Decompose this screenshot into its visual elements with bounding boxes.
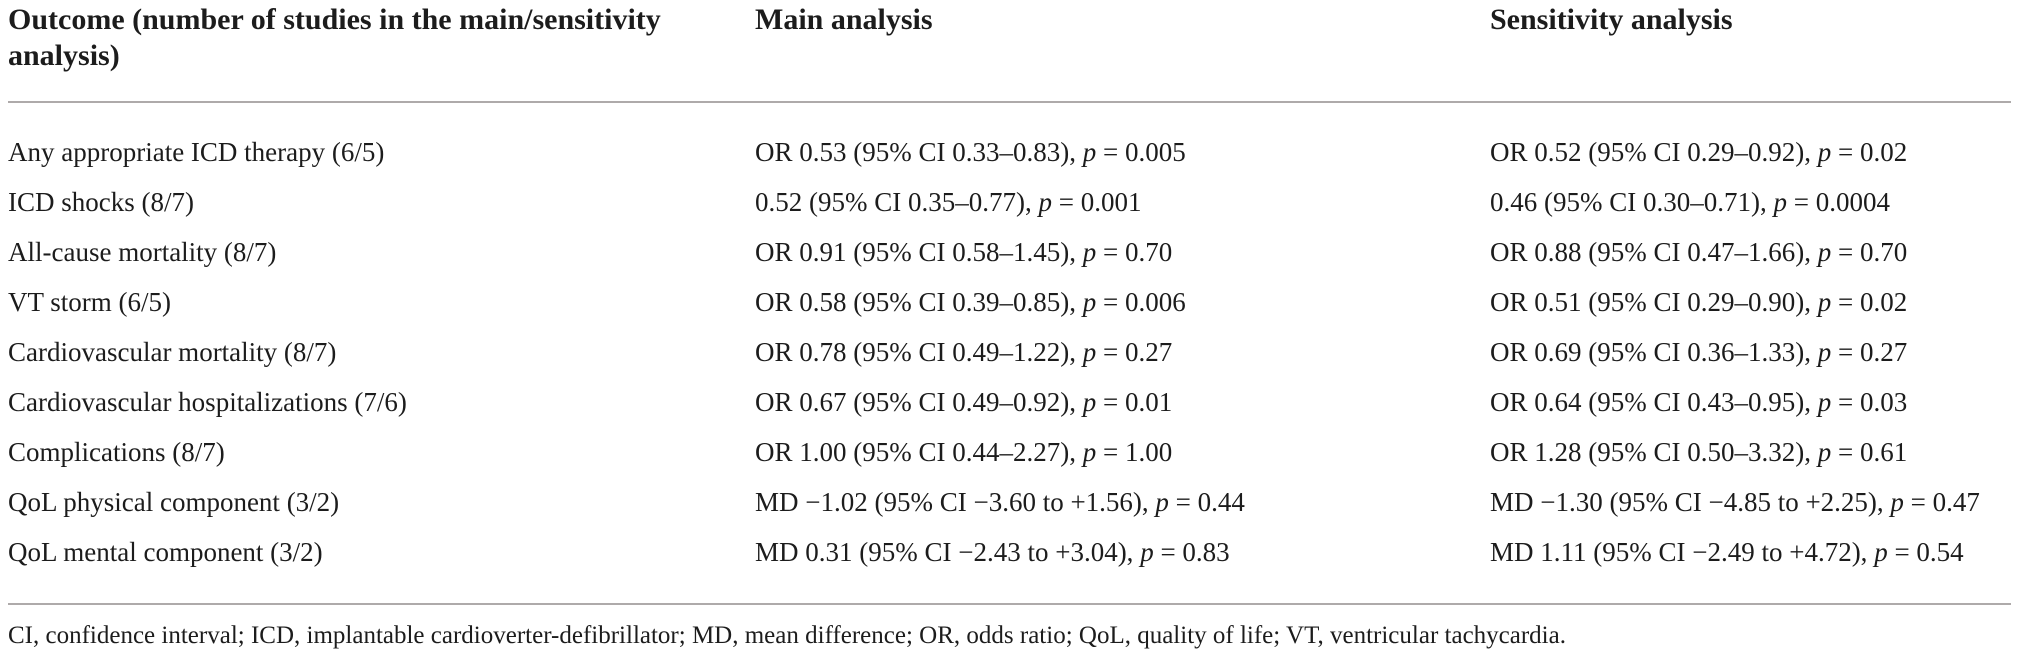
sensitivity-analysis-cell: OR 0.52 (95% CI 0.29–0.92), p = 0.02 — [1490, 102, 2011, 177]
result-text: MD 0.31 (95% CI −2.43 to +3.04), — [755, 537, 1141, 567]
result-text: OR 0.64 (95% CI 0.43–0.95), — [1490, 387, 1818, 417]
main-analysis-cell: OR 0.91 (95% CI 0.58–1.45), p = 0.70 — [755, 227, 1490, 277]
p-symbol: p — [1817, 137, 1832, 167]
p-value: = 0.005 — [1096, 137, 1186, 167]
outcome-cell: Any appropriate ICD therapy (6/5) — [8, 137, 385, 167]
p-symbol: p — [1082, 137, 1097, 167]
p-symbol: p — [1082, 387, 1097, 417]
result-text: MD −1.30 (95% CI −4.85 to +2.25), — [1490, 487, 1891, 517]
sensitivity-analysis-cell: OR 0.69 (95% CI 0.36–1.33), p = 0.27 — [1490, 327, 2011, 377]
p-symbol: p — [1817, 337, 1832, 367]
table-row: All-cause mortality (8/7) OR 0.91 (95% C… — [8, 227, 2011, 277]
outcome-cell: Cardiovascular hospitalizations (7/6) — [8, 387, 407, 417]
sensitivity-analysis-cell: OR 1.28 (95% CI 0.50–3.32), p = 0.61 — [1490, 427, 2011, 477]
p-symbol: p — [1038, 187, 1052, 217]
p-value: = 0.70 — [1096, 237, 1173, 267]
p-value: = 0.44 — [1168, 487, 1245, 517]
sensitivity-analysis-cell: OR 0.51 (95% CI 0.29–0.90), p = 0.02 — [1490, 277, 2011, 327]
result-text: OR 1.00 (95% CI 0.44–2.27), — [755, 437, 1083, 467]
result-text: OR 1.28 (95% CI 0.50–3.32), — [1490, 437, 1818, 467]
table-row: ICD shocks (8/7) 0.52 (95% CI 0.35–0.77)… — [8, 177, 2011, 227]
main-analysis-cell: OR 1.00 (95% CI 0.44–2.27), p = 1.00 — [755, 427, 1490, 477]
result-text: OR 0.78 (95% CI 0.49–1.22), — [755, 337, 1083, 367]
p-symbol: p — [1140, 537, 1154, 567]
main-analysis-cell: OR 0.78 (95% CI 0.49–1.22), p = 0.27 — [755, 327, 1490, 377]
result-text: MD 1.11 (95% CI −2.49 to +4.72), — [1490, 537, 1875, 567]
header-sensitivity-analysis: Sensitivity analysis — [1490, 0, 2011, 103]
result-text: OR 0.91 (95% CI 0.58–1.45), — [755, 237, 1083, 267]
p-value: = 0.001 — [1051, 187, 1142, 217]
outcomes-table: Outcome (number of studies in the main/s… — [8, 0, 2011, 605]
p-value: = 0.0004 — [1786, 187, 1890, 217]
p-value: = 0.01 — [1096, 387, 1173, 417]
p-value: = 1.00 — [1096, 437, 1173, 467]
outcome-cell: All-cause mortality (8/7) — [8, 237, 277, 267]
main-analysis-cell: OR 0.58 (95% CI 0.39–0.85), p = 0.006 — [755, 277, 1490, 327]
header-main-analysis: Main analysis — [755, 0, 1490, 103]
p-value: = 0.70 — [1831, 237, 1908, 267]
p-value: = 0.006 — [1096, 287, 1186, 317]
p-symbol: p — [1082, 287, 1097, 317]
p-symbol: p — [1082, 437, 1097, 467]
result-text: OR 0.53 (95% CI 0.33–0.83), — [755, 137, 1083, 167]
main-analysis-cell: MD −1.02 (95% CI −3.60 to +1.56), p = 0.… — [755, 477, 1490, 527]
sensitivity-analysis-cell: OR 0.64 (95% CI 0.43–0.95), p = 0.03 — [1490, 377, 2011, 427]
table-row: Cardiovascular mortality (8/7) OR 0.78 (… — [8, 327, 2011, 377]
result-text: 0.52 (95% CI 0.35–0.77), — [755, 187, 1039, 217]
outcome-cell: Cardiovascular mortality (8/7) — [8, 337, 337, 367]
result-text: OR 0.88 (95% CI 0.47–1.66), — [1490, 237, 1818, 267]
sensitivity-analysis-cell: 0.46 (95% CI 0.30–0.71), p = 0.0004 — [1490, 177, 2011, 227]
p-symbol: p — [1874, 537, 1888, 567]
outcome-cell: QoL mental component (3/2) — [8, 527, 755, 605]
sensitivity-analysis-cell: OR 0.88 (95% CI 0.47–1.66), p = 0.70 — [1490, 227, 2011, 277]
p-value: = 0.83 — [1153, 537, 1230, 567]
p-value: = 0.02 — [1831, 137, 1908, 167]
result-text: OR 0.67 (95% CI 0.49–0.92), — [755, 387, 1083, 417]
p-value: = 0.27 — [1831, 337, 1908, 367]
result-text: OR 0.58 (95% CI 0.39–0.85), — [755, 287, 1083, 317]
outcome-cell: VT storm (6/5) — [8, 287, 171, 317]
main-analysis-cell: 0.52 (95% CI 0.35–0.77), p = 0.001 — [755, 177, 1490, 227]
main-analysis-cell: OR 0.53 (95% CI 0.33–0.83), p = 0.005 — [755, 102, 1490, 177]
result-text: OR 0.51 (95% CI 0.29–0.90), — [1490, 287, 1818, 317]
p-value: = 0.61 — [1831, 437, 1908, 467]
main-analysis-cell: OR 0.67 (95% CI 0.49–0.92), p = 0.01 — [755, 377, 1490, 427]
p-symbol: p — [1155, 487, 1169, 517]
table-row: VT storm (6/5) OR 0.58 (95% CI 0.39–0.85… — [8, 277, 2011, 327]
header-row: Outcome (number of studies in the main/s… — [8, 0, 2011, 103]
table-row: QoL physical component (3/2) MD −1.02 (9… — [8, 477, 2011, 527]
p-symbol: p — [1817, 387, 1832, 417]
outcome-cell: ICD shocks (8/7) — [8, 187, 194, 217]
result-text: 0.46 (95% CI 0.30–0.71), — [1490, 187, 1774, 217]
main-analysis-cell: MD 0.31 (95% CI −2.43 to +3.04), p = 0.8… — [755, 527, 1490, 605]
p-symbol: p — [1082, 337, 1097, 367]
p-symbol: p — [1890, 487, 1904, 517]
p-symbol: p — [1817, 237, 1832, 267]
p-symbol: p — [1817, 287, 1832, 317]
table-row: Complications (8/7) OR 1.00 (95% CI 0.44… — [8, 427, 2011, 477]
header-outcome: Outcome (number of studies in the main/s… — [8, 0, 755, 103]
table-row: Any appropriate ICD therapy (6/5) OR 0.5… — [8, 102, 2011, 177]
result-text: OR 0.69 (95% CI 0.36–1.33), — [1490, 337, 1818, 367]
table-row: Cardiovascular hospitalizations (7/6) OR… — [8, 377, 2011, 427]
sensitivity-analysis-cell: MD −1.30 (95% CI −4.85 to +2.25), p = 0.… — [1490, 477, 2011, 527]
outcome-cell: QoL physical component (3/2) — [8, 487, 340, 517]
p-value: = 0.54 — [1887, 537, 1964, 567]
p-value: = 0.03 — [1831, 387, 1908, 417]
p-symbol: p — [1082, 237, 1097, 267]
p-value: = 0.47 — [1903, 487, 1980, 517]
outcome-cell: Complications (8/7) — [8, 437, 225, 467]
p-value: = 0.27 — [1096, 337, 1173, 367]
sensitivity-analysis-cell: MD 1.11 (95% CI −2.49 to +4.72), p = 0.5… — [1490, 527, 2011, 605]
abbreviations-footnote: CI, confidence interval; ICD, implantabl… — [8, 622, 1566, 649]
result-text: OR 0.52 (95% CI 0.29–0.92), — [1490, 137, 1818, 167]
p-symbol: p — [1773, 187, 1787, 217]
p-value: = 0.02 — [1831, 287, 1908, 317]
table-row: QoL mental component (3/2) MD 0.31 (95% … — [8, 527, 2011, 605]
p-symbol: p — [1817, 437, 1832, 467]
result-text: MD −1.02 (95% CI −3.60 to +1.56), — [755, 487, 1156, 517]
